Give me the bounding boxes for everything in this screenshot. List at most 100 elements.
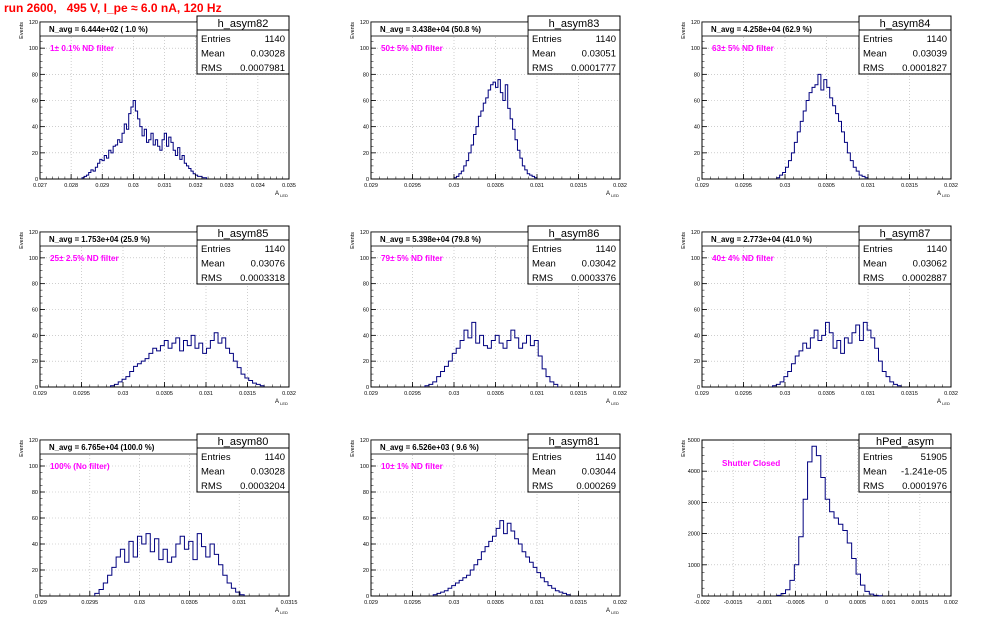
filter-label: 25± 2.5% ND filter bbox=[50, 254, 119, 263]
stats-box-frame bbox=[858, 225, 952, 285]
x-tick-label: 0.0305 bbox=[181, 600, 198, 606]
histogram-name: hPed_asym bbox=[876, 436, 934, 448]
avg-label-frame bbox=[39, 231, 198, 247]
avg-label: N_avg = 3.438e+04 (50.8 %) bbox=[380, 25, 481, 34]
x-axis-label: A LED bbox=[606, 608, 619, 615]
avg-label-box: N_avg = 3.438e+04 (50.8 %) bbox=[370, 21, 529, 37]
y-tick-label: 60 bbox=[694, 99, 700, 105]
y-tick-label: 20 bbox=[32, 568, 38, 574]
histogram-line bbox=[453, 79, 538, 179]
x-tick-label: 0.032 bbox=[189, 183, 203, 189]
y-tick-label: 0 bbox=[697, 177, 700, 183]
histogram-name: h_asym85 bbox=[218, 228, 269, 240]
stat-value-mean: -1.241e-05 bbox=[901, 467, 947, 478]
y-tick-label: 40 bbox=[363, 333, 369, 339]
histogram-name: h_asym83 bbox=[549, 18, 600, 30]
y-tick-label: 80 bbox=[363, 490, 369, 496]
avg-label: N_avg = 2.773e+04 (41.0 %) bbox=[711, 235, 812, 244]
stat-key-mean: Mean bbox=[532, 49, 556, 60]
avg-label-box: N_avg = 6.526e+03 ( 9.6 %) bbox=[370, 439, 529, 455]
stat-value-entries: 1140 bbox=[596, 452, 616, 463]
stat-key-rms: RMS bbox=[863, 273, 884, 284]
y-tick-label: 0 bbox=[35, 594, 38, 600]
y-tick-label: 20 bbox=[363, 568, 369, 574]
histogram-name: h_asym84 bbox=[880, 18, 931, 30]
y-tick-label: 60 bbox=[363, 99, 369, 105]
histogram-line bbox=[94, 533, 245, 596]
stat-key-entries: Entries bbox=[201, 244, 231, 255]
y-tick-label: 2000 bbox=[688, 532, 700, 538]
y-tick-label: 0 bbox=[366, 177, 369, 183]
y-tick-label: 120 bbox=[360, 438, 369, 444]
x-tick-label: 0.0305 bbox=[156, 391, 173, 397]
stat-key-rms: RMS bbox=[532, 481, 553, 492]
y-axis-label: Events bbox=[350, 22, 356, 39]
x-axis-label: A LED bbox=[606, 191, 619, 198]
avg-label-frame bbox=[701, 21, 860, 37]
x-tick-label: 0.0315 bbox=[570, 183, 587, 189]
y-tick-label: 120 bbox=[29, 438, 38, 444]
y-axis-label: Events bbox=[19, 232, 25, 249]
y-tick-label: 80 bbox=[32, 282, 38, 288]
histogram-panel-h_asym87: 0.029 0.0295 0.03 0.0305 0.031 0.0315 0.032 0 20… bbox=[681, 225, 958, 406]
y-tick-label: 100 bbox=[29, 464, 38, 470]
x-tick-label: 0.0315 bbox=[570, 391, 587, 397]
stat-key-rms: RMS bbox=[201, 481, 222, 492]
stat-key-mean: Mean bbox=[532, 467, 556, 478]
y-axis-label: Events bbox=[19, 22, 25, 39]
avg-label-frame bbox=[370, 439, 529, 455]
stat-value-mean: 0.03039 bbox=[913, 49, 947, 60]
x-tick-label: 0.03 bbox=[128, 183, 139, 189]
x-tick-label: 0.0295 bbox=[81, 600, 98, 606]
stats-box: h_asym86 Entries 1140 Mean 0.03042 RMS 0.00033… bbox=[527, 225, 621, 285]
x-tick-label: -0.001 bbox=[756, 600, 772, 606]
histogram-panel-h_asym86: 0.029 0.0295 0.03 0.0305 0.031 0.0315 0.032 0 20… bbox=[350, 225, 627, 406]
y-tick-label: 80 bbox=[363, 282, 369, 288]
y-tick-label: 100 bbox=[29, 256, 38, 262]
y-axis-label: Events bbox=[19, 440, 25, 457]
stat-value-rms: 0.0003376 bbox=[571, 273, 616, 284]
avg-label-box: N_avg = 5.398e+04 (79.8 %) bbox=[370, 231, 529, 247]
histogram-line bbox=[776, 73, 869, 179]
y-tick-label: 80 bbox=[32, 490, 38, 496]
histogram-line bbox=[424, 321, 559, 387]
stats-box-frame bbox=[858, 15, 952, 75]
y-tick-label: 100 bbox=[691, 46, 700, 52]
x-tick-label: -0.0005 bbox=[786, 600, 805, 606]
stat-key-rms: RMS bbox=[201, 63, 222, 74]
stat-value-mean: 0.03028 bbox=[251, 49, 285, 60]
y-tick-label: 40 bbox=[694, 333, 700, 339]
stat-value-rms: 0.0002887 bbox=[902, 273, 947, 284]
avg-label-frame bbox=[370, 231, 529, 247]
x-tick-label: 0.0315 bbox=[901, 183, 918, 189]
x-axis-label: A LED bbox=[275, 608, 288, 615]
avg-label: N_avg = 6.444e+02 ( 1.0 %) bbox=[49, 25, 148, 34]
x-tick-label: 0.0315 bbox=[901, 391, 918, 397]
y-axis-label: Events bbox=[350, 232, 356, 249]
histogram-panel-h_asym80: 0.029 0.0295 0.03 0.0305 0.031 0.0315 0 20 40 60 8… bbox=[19, 433, 297, 615]
x-tick-label: 0.03 bbox=[780, 183, 791, 189]
stat-key-mean: Mean bbox=[863, 467, 887, 478]
x-tick-label: -0.002 bbox=[694, 600, 710, 606]
stat-key-mean: Mean bbox=[201, 49, 225, 60]
y-tick-label: 60 bbox=[363, 516, 369, 522]
x-axis-label: A LED bbox=[275, 399, 288, 406]
y-tick-label: 100 bbox=[691, 256, 700, 262]
y-tick-label: 120 bbox=[29, 230, 38, 236]
x-tick-label: 0.034 bbox=[251, 183, 265, 189]
stat-key-rms: RMS bbox=[863, 481, 884, 492]
y-tick-label: 120 bbox=[691, 20, 700, 26]
stat-value-rms: 0.0001827 bbox=[902, 63, 947, 74]
y-tick-label: 80 bbox=[363, 72, 369, 78]
stats-box-frame bbox=[196, 433, 290, 493]
stat-value-entries: 1140 bbox=[927, 34, 947, 45]
stat-value-rms: 0.000269 bbox=[576, 481, 616, 492]
x-tick-label: 0.029 bbox=[364, 600, 378, 606]
stat-value-mean: 0.03051 bbox=[582, 49, 616, 60]
x-tick-label: 0.002 bbox=[944, 600, 958, 606]
stat-key-rms: RMS bbox=[863, 63, 884, 74]
x-tick-label: 0.029 bbox=[364, 391, 378, 397]
stat-value-mean: 0.03076 bbox=[251, 259, 285, 270]
y-tick-label: 20 bbox=[694, 151, 700, 157]
y-tick-label: 0 bbox=[697, 594, 700, 600]
